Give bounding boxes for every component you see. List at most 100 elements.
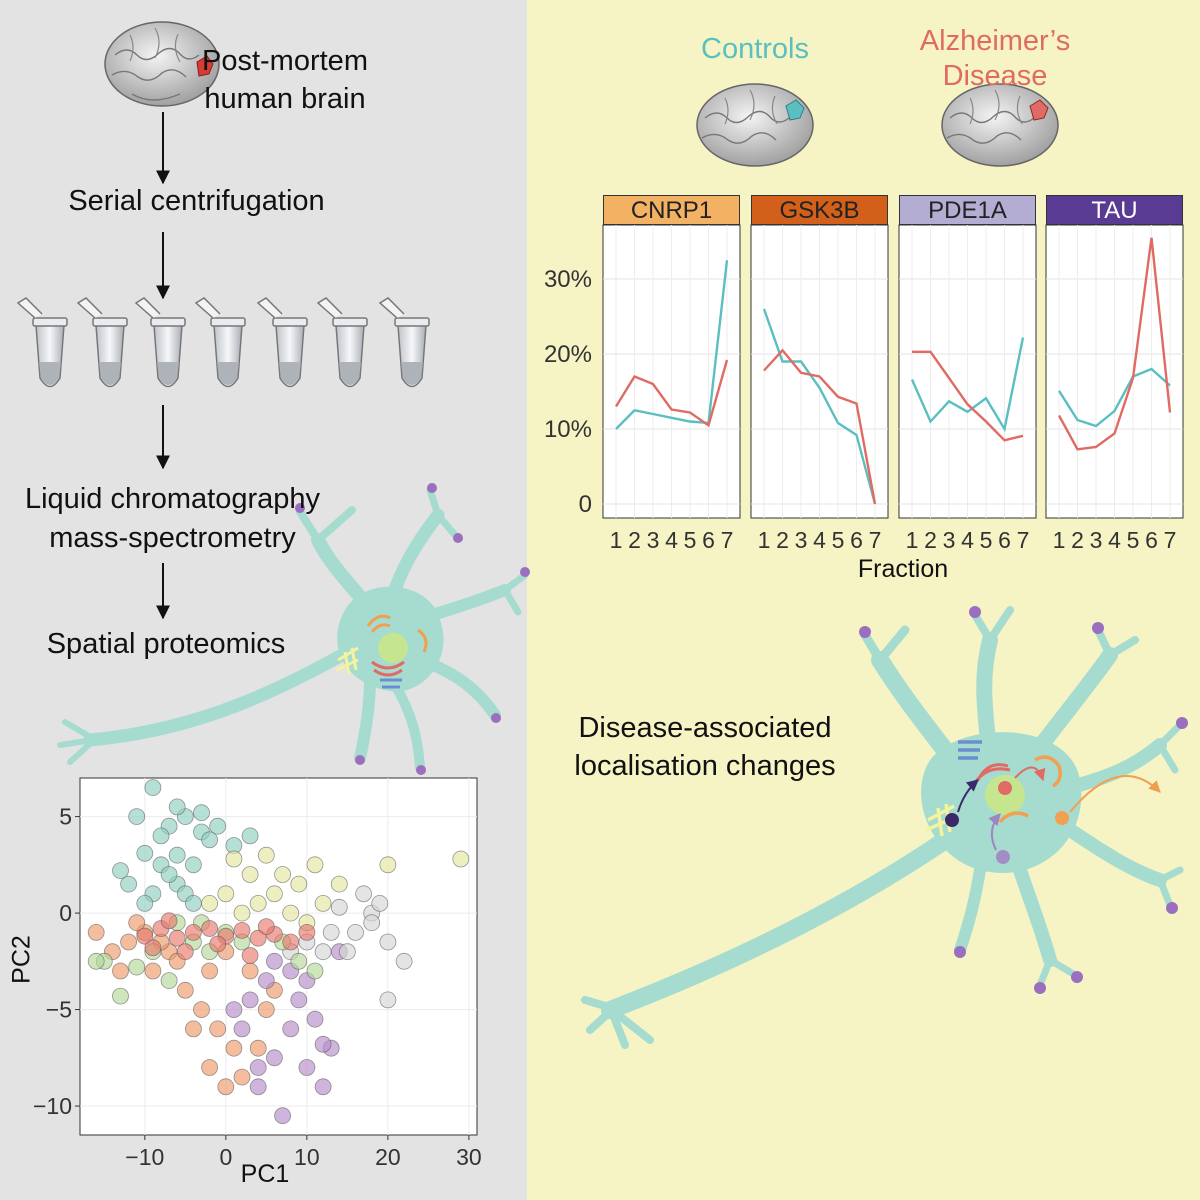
step-spatial-proteomics: Spatial proteomics: [46, 628, 286, 660]
scatter-point: [193, 804, 210, 822]
x-tick-label: 1: [906, 527, 919, 553]
scatter-points: [87, 779, 470, 1125]
y-tick-label: −5: [46, 997, 72, 1023]
scatter-point: [257, 918, 275, 935]
x-tick-label: 5: [684, 527, 697, 553]
scatter-point: [136, 844, 154, 862]
scatter-point: [249, 929, 267, 947]
x-tick-label: 10: [294, 1144, 320, 1170]
scatter-point: [282, 1020, 300, 1038]
scatter-point: [225, 1001, 243, 1018]
scatter-point: [120, 933, 138, 951]
y-tick-label: 0: [579, 491, 592, 518]
scatter-point: [379, 856, 397, 874]
scatter-point: [290, 875, 308, 893]
scatter-point: [265, 952, 283, 970]
brain-icon-controls: [696, 83, 814, 167]
scatter-point: [265, 885, 283, 903]
tube-1: [16, 297, 68, 388]
x-tick-label: 2: [776, 527, 789, 553]
scatter-point: [379, 933, 397, 951]
scatter-point: [184, 924, 202, 941]
tube-rim: [32, 317, 68, 327]
scatter-point: [298, 1059, 316, 1076]
step-lcms-line1: Liquid chromatography: [24, 483, 320, 515]
x-tick-label: 5: [1127, 527, 1140, 553]
tube-rim: [332, 317, 368, 327]
scatter-point: [249, 1059, 267, 1076]
group-label-alzheimers-line2: Disease: [942, 60, 1048, 92]
scatter-point: [112, 862, 129, 879]
scatter-point: [241, 947, 259, 964]
x-tick-label: 2: [1071, 527, 1084, 553]
x-tick-label: 20: [375, 1144, 401, 1170]
scatter-point: [209, 1020, 227, 1038]
x-tick-label: 3: [795, 527, 808, 553]
scatter-point: [241, 866, 259, 883]
step-serial-centrifugation: Serial centrifugation: [68, 185, 325, 217]
scatter-point: [371, 895, 389, 912]
scatter-point: [395, 952, 413, 970]
scatter-point: [184, 856, 202, 874]
facet-strip-gsk3b: GSK3B: [751, 195, 888, 225]
tube-rim: [272, 317, 308, 327]
scatter-point: [314, 895, 332, 912]
tube-7: [378, 297, 430, 388]
x-tick-label: 6: [1145, 527, 1158, 553]
scatter-point: [128, 958, 146, 976]
tube-liquid: [279, 362, 301, 385]
x-tick-label: 1: [610, 527, 623, 553]
x-tick-label: 1: [758, 527, 771, 553]
x-tick-label: 4: [665, 527, 678, 553]
tube-liquid: [401, 362, 423, 385]
tube-4: [194, 297, 246, 388]
scatter-point: [241, 962, 259, 980]
tube-5: [256, 297, 308, 388]
tube-rim: [394, 317, 430, 327]
tube-3: [134, 297, 186, 388]
step-lcms-line2: mass-spectrometry: [49, 522, 296, 554]
scatter-point: [306, 1010, 324, 1028]
tube-cap: [134, 297, 161, 319]
x-tick-label: 3: [647, 527, 660, 553]
x-tick-label: 2: [628, 527, 641, 553]
tube-cap: [256, 297, 283, 319]
scatter-point: [274, 1107, 292, 1125]
scatter-point: [233, 1068, 251, 1086]
scatter-point: [201, 1059, 219, 1076]
scatter-point: [241, 827, 259, 845]
scatter-point: [314, 943, 332, 961]
scatter-point: [201, 895, 219, 912]
scatter-point: [152, 827, 170, 845]
scatter-point: [347, 924, 364, 941]
x-tick-label: −10: [125, 1144, 164, 1170]
scatter-point: [217, 1078, 235, 1096]
scatter-point: [306, 962, 324, 980]
x-tick-label: 7: [1017, 527, 1030, 553]
scatter-point: [314, 1035, 332, 1053]
scatter-point: [217, 885, 235, 903]
scatter-point: [274, 866, 292, 883]
scatter-x-label: PC1: [240, 1160, 290, 1188]
series-line-controls: [1057, 367, 1171, 428]
scatter-point: [257, 972, 275, 989]
scatter-point: [306, 856, 324, 874]
x-tick-label: 4: [813, 527, 826, 553]
y-tick-label: 20%: [544, 341, 592, 368]
tube-cap: [378, 297, 405, 319]
scatter-point: [168, 846, 186, 864]
scatter-point: [136, 927, 154, 945]
y-tick-label: 10%: [544, 416, 592, 443]
scatter-point: [176, 981, 194, 999]
line-chart-x-label: Fraction: [857, 555, 949, 583]
brain-icon-alzheimers: [941, 83, 1059, 167]
x-tick-label: 5: [980, 527, 993, 553]
scatter-point: [201, 962, 219, 980]
tube-row: [16, 297, 430, 388]
series-line-alzheimers: [1057, 237, 1172, 451]
x-tick-label: 7: [1164, 527, 1177, 553]
